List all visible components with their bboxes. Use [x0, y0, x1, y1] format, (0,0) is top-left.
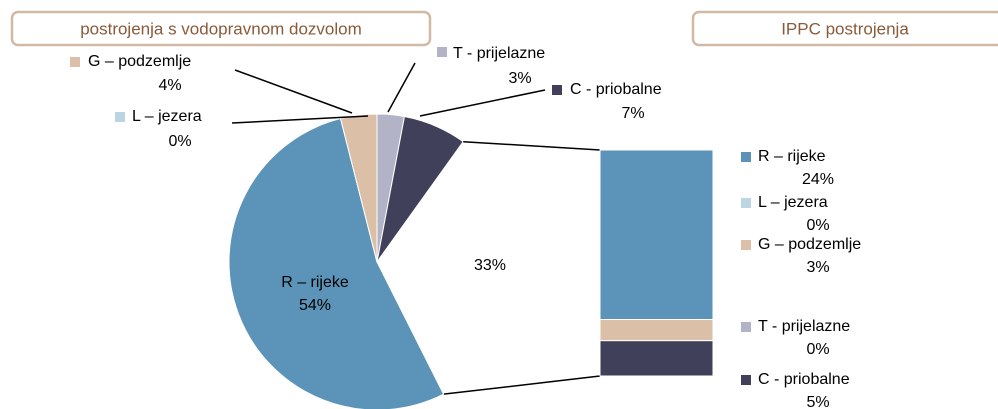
- connector-line: [463, 140, 601, 151]
- legend-swatch: [741, 152, 751, 162]
- slice-label: G – podzemlje: [88, 53, 191, 70]
- legend-swatch: [70, 57, 80, 67]
- value-label: 54%: [299, 297, 331, 314]
- legend-label: L – jezera: [758, 194, 828, 211]
- legend-label: G – podzemlje: [758, 236, 861, 253]
- pie-slice: [228, 117, 445, 409]
- title-box: [10, 10, 432, 47]
- value-label: 0%: [806, 341, 829, 358]
- value-label: 3%: [806, 259, 829, 276]
- value-label: 0%: [168, 133, 191, 150]
- legend-label: R – rijeke: [758, 148, 826, 165]
- connector-line: [443, 375, 601, 395]
- value-label: 0%: [806, 217, 829, 234]
- legend-swatch: [437, 47, 447, 57]
- leader-line: [234, 69, 353, 114]
- chart-title: postrojenja s vodopravnom dozvolom: [80, 19, 362, 38]
- leader-line: [387, 62, 416, 113]
- legend-swatch: [115, 112, 125, 122]
- legend-swatch: [741, 240, 751, 250]
- legend-label: C - priobalne: [758, 371, 850, 388]
- value-label: 4%: [158, 77, 181, 94]
- value-label: 5%: [806, 394, 829, 409]
- legend-label: T - prijelazne: [758, 318, 850, 335]
- bar-segment: [599, 149, 714, 320]
- slice-label: C - priobalne: [570, 81, 662, 98]
- value-label: 33%: [474, 257, 506, 274]
- bar-segment: [599, 319, 714, 342]
- slice-label: T - prijelazne: [453, 45, 545, 62]
- value-label: 3%: [508, 70, 531, 87]
- value-label: 7%: [621, 105, 644, 122]
- title-box: [691, 10, 998, 47]
- pie-slice: [339, 113, 378, 263]
- legend-swatch: [552, 85, 562, 95]
- legend-swatch: [741, 322, 751, 332]
- leader-line: [419, 89, 546, 117]
- legend-swatch: [741, 198, 751, 208]
- pie-slice: [376, 141, 526, 395]
- chart-title: IPPC postrojenja: [781, 19, 909, 38]
- leader-line: [231, 115, 369, 124]
- slice-label: R – rijeke: [281, 274, 349, 291]
- legend-swatch: [741, 375, 751, 385]
- value-label: 24%: [802, 171, 834, 188]
- slice-label: L – jezera: [132, 108, 202, 125]
- bar-segment: [599, 340, 714, 377]
